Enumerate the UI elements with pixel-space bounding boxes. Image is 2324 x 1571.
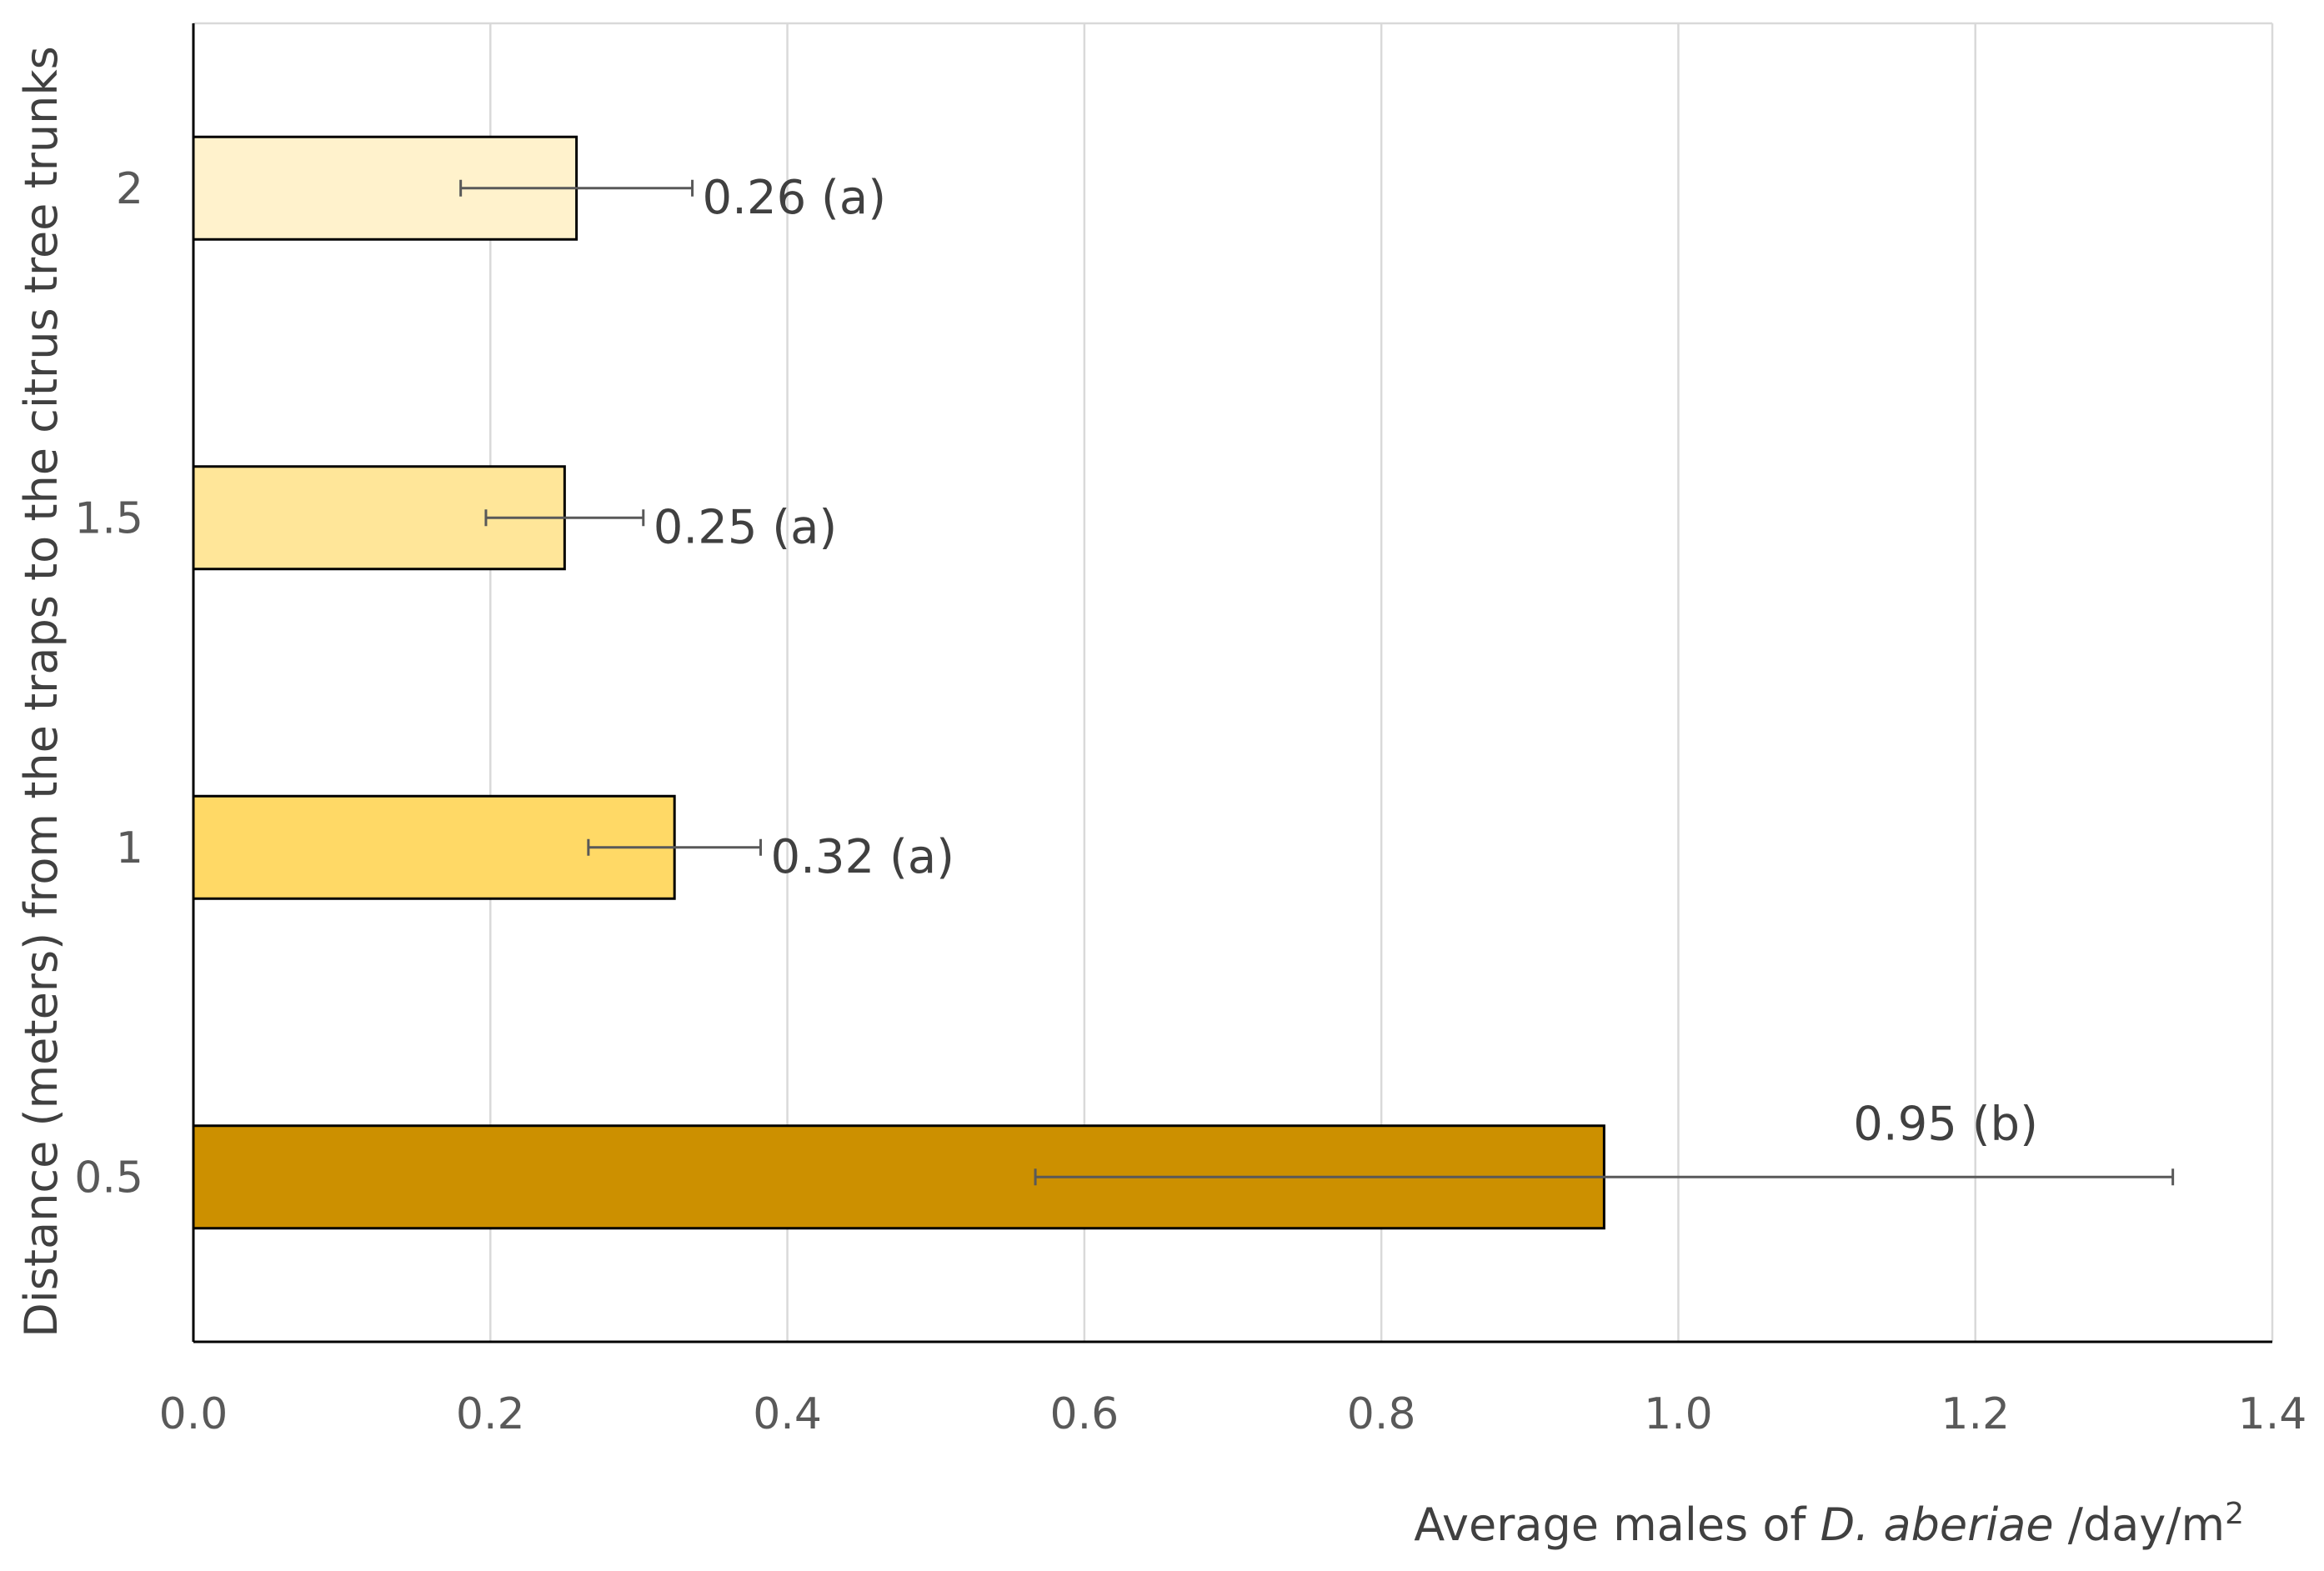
x-axis-title: Average males of D. aberiae /day/m2 bbox=[1414, 1497, 2244, 1551]
data-label: 0.25 (a) bbox=[654, 500, 838, 554]
error-bar bbox=[484, 509, 645, 527]
x-tick-label: 0.2 bbox=[456, 1389, 525, 1439]
data-labels: 0.95 (b) 0.32 (a) 0.25 (a) 0.26 (a) bbox=[654, 171, 2038, 1152]
axes bbox=[192, 23, 2272, 1343]
bars bbox=[192, 135, 1605, 1230]
data-label: 0.32 (a) bbox=[771, 830, 955, 884]
y-tick-label: 1.5 bbox=[74, 493, 143, 543]
x-tick-label: 0.6 bbox=[1050, 1389, 1119, 1439]
data-label: 0.95 (b) bbox=[1853, 1097, 2038, 1151]
y-tick-label: 2 bbox=[116, 164, 143, 214]
data-label: 0.26 (a) bbox=[703, 171, 887, 225]
x-tick-labels: 0.0 0.2 0.4 0.6 0.8 1.0 1.2 1.4 bbox=[159, 1389, 2307, 1439]
gridlines bbox=[193, 22, 2274, 1342]
y-tick-label: 1 bbox=[116, 823, 143, 873]
y-tick-labels: 0.5 1 1.5 2 bbox=[74, 164, 143, 1203]
x-tick-label: 1.0 bbox=[1644, 1389, 1713, 1439]
x-axis-title-suffix: /day/m bbox=[2054, 1498, 2225, 1551]
x-axis-title-species: D. aberiae bbox=[1821, 1498, 2054, 1551]
x-axis-title-superscript: 2 bbox=[2225, 1497, 2244, 1531]
x-tick-label: 1.4 bbox=[2238, 1389, 2307, 1439]
x-tick-label: 0.4 bbox=[753, 1389, 822, 1439]
y-tick-label: 0.5 bbox=[74, 1153, 143, 1203]
x-tick-label: 0.8 bbox=[1347, 1389, 1416, 1439]
error-bar bbox=[1034, 1168, 2175, 1186]
x-tick-label: 0.0 bbox=[159, 1389, 228, 1439]
y-axis-title: Distance (meters) from the traps to the … bbox=[15, 46, 68, 1338]
x-tick-label: 1.2 bbox=[1941, 1389, 2010, 1439]
error-bars bbox=[459, 179, 2175, 1186]
x-axis-title-prefix: Average males of bbox=[1414, 1498, 1820, 1551]
error-bar bbox=[459, 179, 694, 197]
error-bar bbox=[587, 838, 763, 856]
